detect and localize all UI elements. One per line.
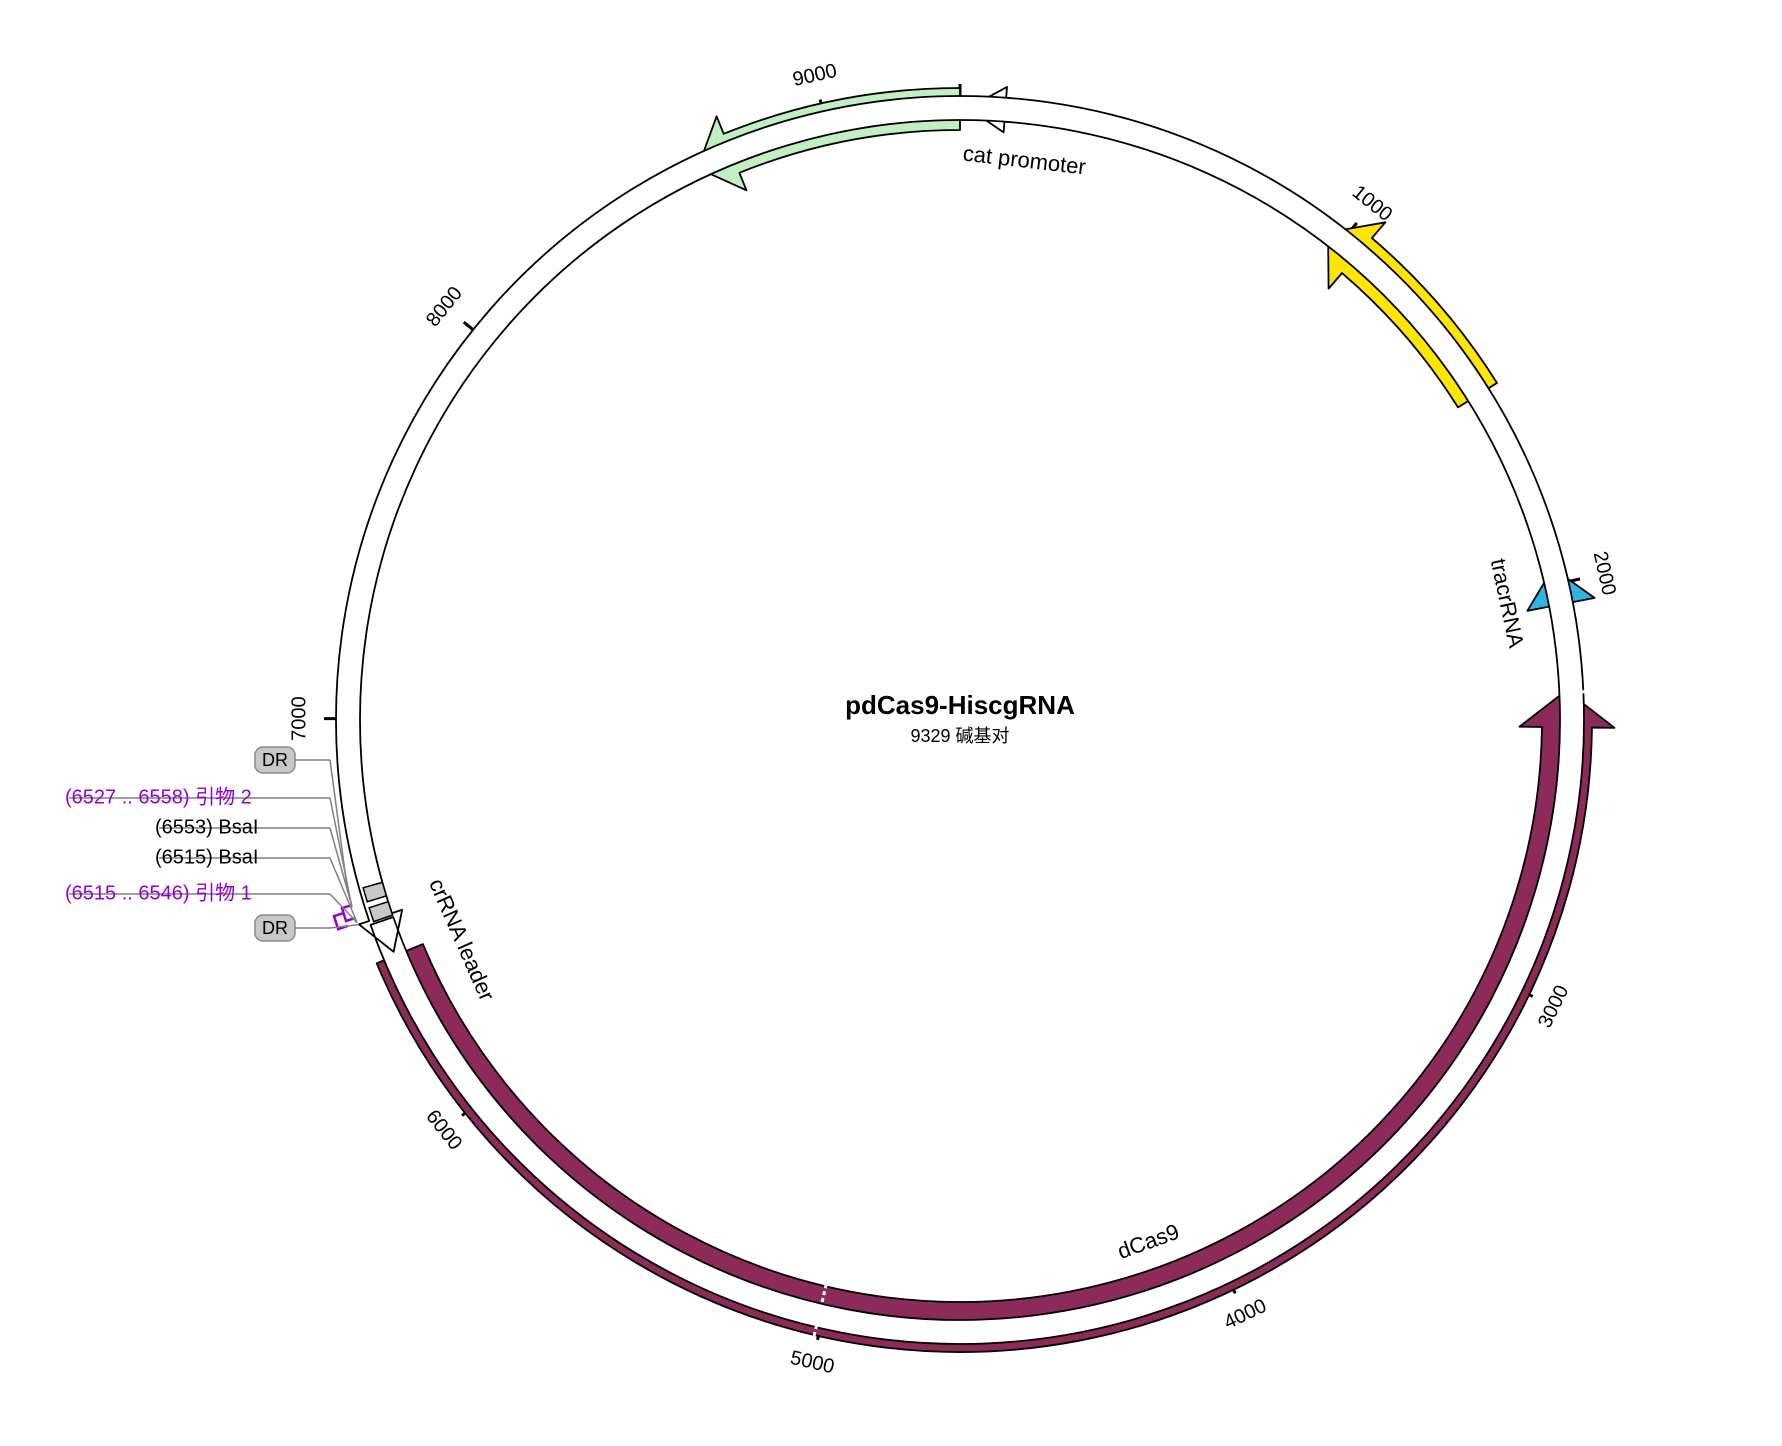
tick-label-4000: 4000	[1220, 1295, 1270, 1334]
plasmid-size: 9329 碱基对	[910, 726, 1009, 746]
tick-label-2000: 2000	[1589, 549, 1620, 597]
tick-label-1000: 1000	[1348, 181, 1397, 226]
feature-dcas9	[377, 690, 1615, 1352]
anno-primer2: (6527 .. 6558) 引物 2	[65, 785, 252, 808]
tick-label-6000: 6000	[421, 1106, 466, 1155]
anno-primer1: (6515 .. 6546) 引物 1	[65, 881, 252, 904]
plasmid-title: pdCas9-HiscgRNA	[845, 690, 1075, 720]
feature-label-dcas9: dCas9	[1114, 1219, 1182, 1264]
tick-label-8000: 8000	[422, 283, 467, 331]
dr-badge-text-dr_top: DR	[262, 750, 288, 770]
tick-label-3000: 3000	[1534, 982, 1573, 1032]
feature-label-cat_promoter: cat promoter	[962, 141, 1088, 180]
tick-label-7000: 7000	[288, 696, 310, 741]
plasmid-map: 100020003000400050006000700080009000CmRc…	[0, 0, 1782, 1446]
dr-badge-text-dr_bot: DR	[262, 918, 288, 938]
tick-label-9000: 9000	[791, 60, 839, 91]
tick-label-5000: 5000	[788, 1347, 836, 1378]
anno-bsai_6553: (6553) BsaI	[155, 816, 258, 838]
anno-bsai_6515: (6515) BsaI	[155, 846, 258, 868]
feature-label-tracr: tracrRNA	[1486, 556, 1529, 650]
